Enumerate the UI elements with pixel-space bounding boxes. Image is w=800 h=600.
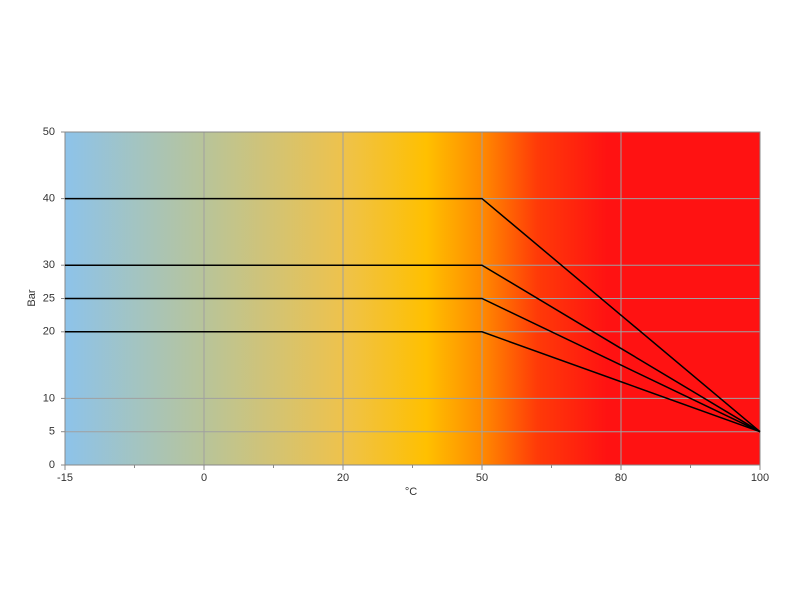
series-line <box>65 264 761 433</box>
y-tick-label: 30 <box>43 259 55 271</box>
series-line <box>65 197 761 433</box>
series-line <box>65 297 761 433</box>
y-tick-label: 20 <box>43 326 55 338</box>
y-tick-label: 5 <box>49 426 55 438</box>
x-tick-label: 50 <box>476 472 488 484</box>
y-tick-label: 50 <box>43 126 55 138</box>
x-tick-label: -15 <box>57 472 73 484</box>
y-axis-label: Bar <box>26 289 38 306</box>
x-tick-label: 20 <box>337 472 349 484</box>
y-tick-label: 25 <box>43 292 55 304</box>
x-axis-label: °C <box>405 486 417 498</box>
y-tick-label: 10 <box>43 392 55 404</box>
x-tick-label: 100 <box>751 472 769 484</box>
x-tick-label: 80 <box>615 472 627 484</box>
y-tick-label: 40 <box>43 193 55 205</box>
x-tick-label: 0 <box>201 472 207 484</box>
y-tick-label: 0 <box>49 459 55 471</box>
series-line <box>65 331 761 433</box>
